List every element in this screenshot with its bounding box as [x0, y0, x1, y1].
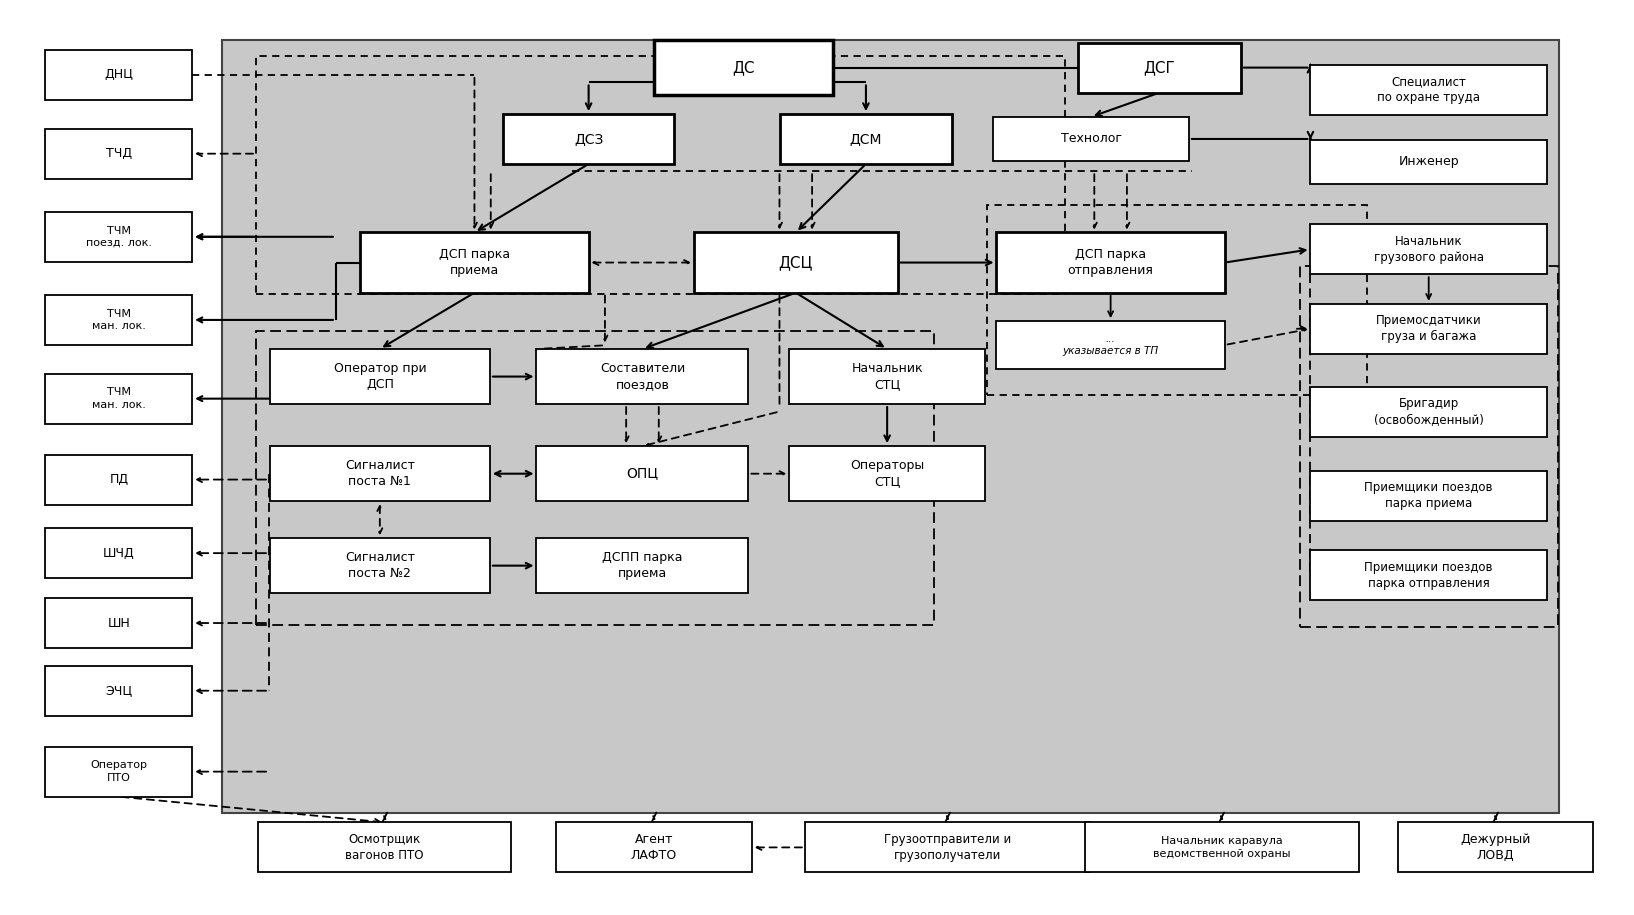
Bar: [806, 823, 1090, 872]
Bar: [789, 349, 985, 404]
Bar: [1310, 224, 1547, 274]
Bar: [359, 232, 588, 293]
Text: Технолог: Технолог: [1060, 133, 1121, 145]
Text: Приемщики поездов
парка приема: Приемщики поездов парка приема: [1364, 481, 1493, 511]
Bar: [257, 331, 935, 625]
Text: Осмотрщик
вагонов ПТО: Осмотрщик вагонов ПТО: [345, 833, 423, 862]
Text: ДСЗ: ДСЗ: [574, 132, 603, 146]
Bar: [1299, 266, 1557, 627]
Text: ЭЧЦ: ЭЧЦ: [105, 684, 132, 697]
Bar: [222, 40, 1559, 813]
Text: Грузоотправители и
грузополучатели: Грузоотправители и грузополучатели: [884, 833, 1011, 862]
Text: ТЧД: ТЧД: [106, 147, 132, 160]
Bar: [1078, 43, 1242, 92]
Text: Начальник
грузового района: Начальник грузового района: [1374, 235, 1484, 264]
Bar: [270, 349, 490, 404]
Bar: [46, 455, 193, 504]
Bar: [258, 823, 511, 872]
Bar: [556, 823, 752, 872]
Bar: [536, 447, 748, 501]
Bar: [1310, 304, 1547, 354]
Text: Инженер: Инженер: [1399, 156, 1459, 168]
Bar: [1310, 65, 1547, 114]
Text: ДСМ: ДСМ: [850, 132, 882, 146]
Text: Сигналист
поста №1: Сигналист поста №1: [345, 459, 415, 489]
Bar: [46, 211, 193, 262]
Text: Агент
ЛАФТО: Агент ЛАФТО: [631, 833, 676, 862]
Text: ОПЦ: ОПЦ: [626, 467, 659, 480]
Bar: [654, 40, 833, 95]
Text: ШЧД: ШЧД: [103, 546, 134, 560]
Bar: [46, 666, 193, 716]
Bar: [789, 447, 985, 501]
Text: ПД: ПД: [109, 473, 129, 486]
Bar: [46, 373, 193, 424]
Text: ДСГ: ДСГ: [1144, 60, 1175, 75]
Bar: [503, 114, 675, 164]
Text: Приемосдатчики
груза и багажа: Приемосдатчики груза и багажа: [1376, 314, 1482, 343]
Text: Сигналист
поста №2: Сигналист поста №2: [345, 551, 415, 580]
Bar: [46, 598, 193, 648]
Text: ШН: ШН: [108, 617, 131, 630]
Text: ...
указывается в ТП: ... указывается в ТП: [1062, 334, 1159, 356]
Bar: [46, 295, 193, 345]
Bar: [1085, 823, 1358, 872]
Bar: [993, 117, 1190, 161]
Text: ДС: ДС: [732, 60, 755, 75]
Text: ДСПП парка
приема: ДСПП парка приема: [603, 551, 683, 580]
Bar: [987, 205, 1366, 395]
Bar: [1310, 140, 1547, 184]
Text: Составители
поездов: Составители поездов: [600, 362, 685, 391]
Text: Операторы
СТЦ: Операторы СТЦ: [850, 459, 925, 489]
Bar: [1310, 470, 1547, 521]
Bar: [46, 528, 193, 578]
Bar: [270, 538, 490, 593]
Text: Дежурный
ЛОВД: Дежурный ЛОВД: [1461, 833, 1531, 862]
Text: Начальник
СТЦ: Начальник СТЦ: [851, 362, 923, 391]
Bar: [46, 129, 193, 178]
Bar: [46, 50, 193, 100]
Bar: [781, 114, 951, 164]
Bar: [536, 349, 748, 404]
Bar: [997, 321, 1226, 369]
Text: ДСП парка
приема: ДСП парка приема: [440, 248, 510, 277]
Bar: [1397, 823, 1593, 872]
Bar: [46, 747, 193, 797]
Text: Оператор
ПТО: Оператор ПТО: [90, 760, 147, 783]
Text: ДНЦ: ДНЦ: [105, 69, 134, 81]
Text: ДСЦ: ДСЦ: [779, 255, 814, 270]
Bar: [536, 538, 748, 593]
Text: ТЧМ
ман. лок.: ТЧМ ман. лок.: [92, 387, 145, 410]
Bar: [270, 447, 490, 501]
Text: Начальник каравула
ведомственной охраны: Начальник каравула ведомственной охраны: [1154, 836, 1291, 858]
Bar: [257, 56, 1065, 295]
Text: ТЧМ
поезд. лок.: ТЧМ поезд. лок.: [87, 226, 152, 248]
Text: Приемщики поездов
парка отправления: Приемщики поездов парка отправления: [1364, 561, 1493, 589]
Bar: [1310, 550, 1547, 600]
Bar: [1310, 387, 1547, 436]
Text: Специалист
по охране труда: Специалист по охране труда: [1377, 75, 1480, 104]
Text: ДСП парка
отправления: ДСП парка отправления: [1067, 248, 1154, 277]
Text: Бригадир
(освобожденный): Бригадир (освобожденный): [1374, 397, 1484, 426]
Bar: [694, 232, 897, 293]
Bar: [997, 232, 1226, 293]
Text: Оператор при
ДСП: Оператор при ДСП: [333, 362, 426, 391]
Text: ТЧМ
ман. лок.: ТЧМ ман. лок.: [92, 308, 145, 331]
